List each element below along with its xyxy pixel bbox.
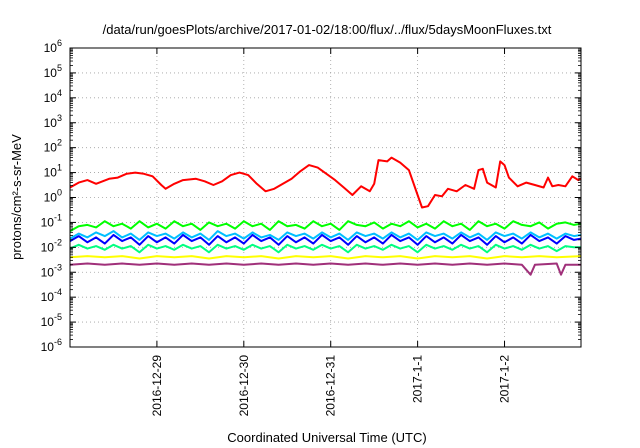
series-line-1 (69, 156, 582, 209)
x-tick-label: 2016-12-31 (324, 355, 338, 417)
x-tick-label: 2017-1-2 (498, 355, 512, 403)
series-group (69, 156, 582, 276)
series-line-4 (69, 233, 582, 246)
x-tick-label: 2016-12-30 (237, 355, 251, 417)
series-line-6 (69, 255, 582, 260)
series-line-3 (69, 230, 582, 241)
chart-title: /data/run/goesPlots/archive/2017-01-02/1… (103, 22, 552, 37)
x-tick-label: 2017-1-1 (411, 355, 425, 403)
series-line-5 (69, 243, 581, 254)
x-axis-ticks: 2016-12-29 2016-12-30 2016-12-31 2017-1-1 20… (150, 48, 512, 416)
x-axis-title: Coordinated Universal Time (UTC) (227, 430, 426, 445)
series-line-2 (69, 220, 582, 232)
series-line-7 (69, 262, 581, 276)
x-tick-label: 2016-12-29 (150, 355, 164, 417)
y-axis-title: protons/cm²-s-sr-MeV (9, 134, 24, 260)
